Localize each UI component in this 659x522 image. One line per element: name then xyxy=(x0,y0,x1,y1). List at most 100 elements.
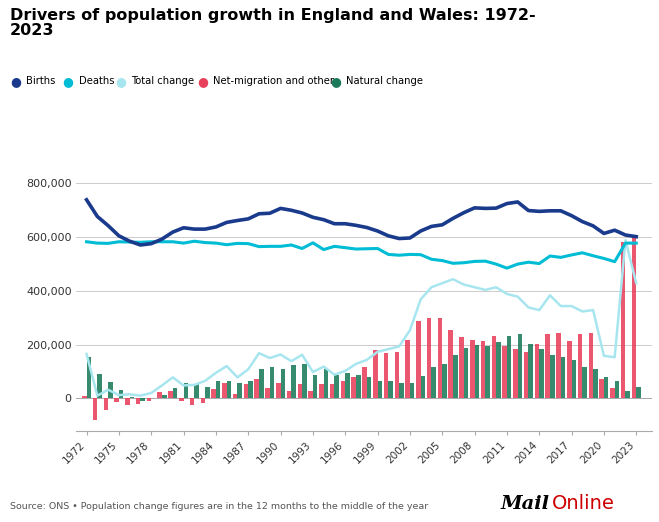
Bar xyxy=(125,398,130,405)
Bar xyxy=(308,391,313,398)
Bar xyxy=(259,369,264,398)
Text: Births: Births xyxy=(26,76,55,87)
Bar xyxy=(287,391,291,398)
Bar xyxy=(534,344,539,398)
Bar xyxy=(485,347,490,398)
Bar xyxy=(136,398,140,404)
Bar xyxy=(140,398,145,401)
Bar xyxy=(567,341,571,398)
Text: Mail: Mail xyxy=(501,495,550,513)
Bar xyxy=(205,387,210,398)
Bar xyxy=(416,321,420,398)
Bar xyxy=(410,383,415,398)
Bar xyxy=(319,384,324,398)
Bar xyxy=(130,397,134,398)
Bar xyxy=(529,344,533,398)
Text: Deaths: Deaths xyxy=(78,76,114,87)
Text: 2023: 2023 xyxy=(10,23,55,39)
Bar xyxy=(432,366,436,398)
Bar xyxy=(384,353,388,398)
Bar xyxy=(103,398,108,410)
Bar xyxy=(518,334,522,398)
Bar xyxy=(438,318,442,398)
Bar xyxy=(388,382,393,398)
Bar xyxy=(158,392,162,398)
Bar xyxy=(168,391,173,398)
Bar xyxy=(427,318,432,398)
Bar xyxy=(324,369,328,398)
Text: ●: ● xyxy=(197,75,208,88)
Bar xyxy=(496,342,501,398)
Bar xyxy=(373,350,378,398)
Bar xyxy=(561,357,565,398)
Bar xyxy=(610,388,615,398)
Bar xyxy=(108,382,113,398)
Bar xyxy=(507,336,511,398)
Bar xyxy=(351,377,356,398)
Bar xyxy=(524,352,529,398)
Bar xyxy=(442,364,447,398)
Text: Online: Online xyxy=(552,494,615,513)
Bar xyxy=(621,242,625,398)
Text: Natural change: Natural change xyxy=(346,76,423,87)
Bar xyxy=(227,382,231,398)
Bar xyxy=(244,384,248,398)
Bar xyxy=(237,383,242,398)
Bar xyxy=(281,369,285,398)
Bar xyxy=(583,366,587,398)
Bar xyxy=(502,347,507,398)
Bar xyxy=(179,398,184,400)
Bar xyxy=(481,341,485,398)
Bar xyxy=(298,384,302,398)
Bar xyxy=(216,382,220,398)
Text: Drivers of population growth in England and Wales: 1972-: Drivers of population growth in England … xyxy=(10,8,536,23)
Bar xyxy=(313,375,318,398)
Bar xyxy=(233,394,237,398)
Bar xyxy=(254,379,259,398)
Bar xyxy=(330,384,335,398)
Bar xyxy=(453,354,457,398)
Bar xyxy=(459,337,464,398)
Text: ●: ● xyxy=(330,75,341,88)
Bar xyxy=(539,349,544,398)
Bar xyxy=(335,375,339,398)
Bar xyxy=(474,345,479,398)
Bar xyxy=(367,377,371,398)
Text: ●: ● xyxy=(63,75,74,88)
Bar xyxy=(449,330,453,398)
Bar xyxy=(200,398,205,403)
Bar xyxy=(636,387,641,398)
Bar xyxy=(194,384,199,398)
Bar xyxy=(222,383,227,398)
Bar xyxy=(291,365,296,398)
Text: ●: ● xyxy=(115,75,127,88)
Bar xyxy=(173,388,177,398)
Bar xyxy=(356,375,360,398)
Bar xyxy=(86,357,91,398)
Bar xyxy=(115,398,119,402)
Bar xyxy=(556,333,561,398)
Bar xyxy=(341,382,345,398)
Bar xyxy=(270,366,274,398)
Bar xyxy=(578,334,583,398)
Bar xyxy=(546,334,550,398)
Bar xyxy=(93,398,98,420)
Bar xyxy=(82,396,86,398)
Bar xyxy=(550,354,554,398)
Bar xyxy=(588,333,593,398)
Bar xyxy=(190,398,194,405)
Bar xyxy=(276,383,281,398)
Bar xyxy=(615,382,619,398)
Bar xyxy=(184,383,188,398)
Text: Source: ONS • Population change figures are in the 12 months to the middle of th: Source: ONS • Population change figures … xyxy=(10,502,428,511)
Bar xyxy=(464,348,469,398)
Bar xyxy=(302,364,306,398)
Bar xyxy=(212,389,216,398)
Bar xyxy=(571,360,576,398)
Bar xyxy=(600,379,604,398)
Bar xyxy=(625,391,630,398)
Bar xyxy=(593,369,598,398)
Text: Net-migration and other: Net-migration and other xyxy=(213,76,333,87)
Bar xyxy=(420,376,425,398)
Bar xyxy=(378,382,382,398)
